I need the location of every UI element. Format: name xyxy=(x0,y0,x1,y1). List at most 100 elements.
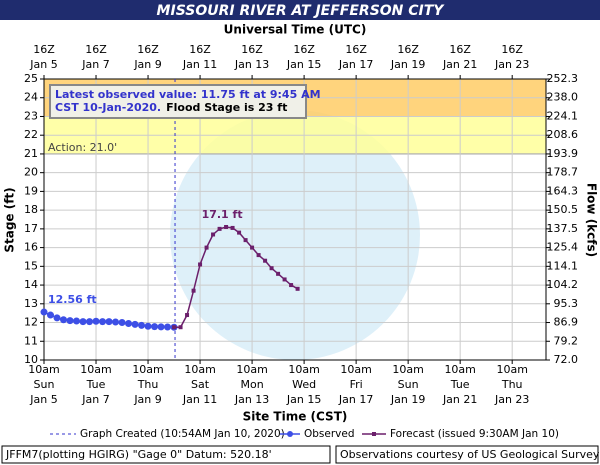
y-tick-label: 25 xyxy=(24,72,38,85)
x-tick-label: Thu xyxy=(501,378,523,391)
observed-point xyxy=(164,323,172,331)
legend-observed: Observed xyxy=(304,428,355,440)
observed-point xyxy=(144,322,152,330)
y-tick-label: 20 xyxy=(24,166,38,179)
top-x-tick-label: 16Z xyxy=(33,43,55,56)
forecast-point xyxy=(243,238,248,243)
y2-tick-label: 114.1 xyxy=(547,259,579,272)
x-tick-label: Sun xyxy=(398,378,419,391)
y2-tick-label: 79.2 xyxy=(554,334,579,347)
top-x-tick-label: Jan 21 xyxy=(442,58,477,71)
y-tick-label: 13 xyxy=(24,297,38,310)
x-tick-label: 10am xyxy=(184,363,215,376)
x-tick-label: 10am xyxy=(236,363,267,376)
y2-tick-label: 72.0 xyxy=(554,353,579,366)
x-tick-label: 10am xyxy=(340,363,371,376)
peak-label: 17.1 ft xyxy=(202,208,243,221)
observed-point xyxy=(157,323,165,331)
top-x-tick-label: Jan 17 xyxy=(338,58,373,71)
x-axis-label: Site Time (CST) xyxy=(243,410,348,424)
y2-tick-label: 178.7 xyxy=(547,166,579,179)
x-tick-label: Fri xyxy=(350,378,363,391)
chart-title: MISSOURI RIVER AT JEFFERSON CITY xyxy=(157,3,446,19)
top-x-tick-label: Jan 19 xyxy=(390,58,425,71)
x-tick-label: Jan 21 xyxy=(442,393,477,406)
forecast-point xyxy=(289,283,294,288)
y-tick-label: 14 xyxy=(24,278,38,291)
observed-point xyxy=(40,308,48,316)
x-tick-label: Jan 5 xyxy=(29,393,57,406)
observed-point xyxy=(118,319,126,327)
y-tick-label: 22 xyxy=(24,128,38,141)
y-tick-label: 21 xyxy=(24,147,38,160)
x-tick-label: 10am xyxy=(392,363,423,376)
y-tick-label: 19 xyxy=(24,184,38,197)
forecast-point xyxy=(263,258,268,263)
forecast-point xyxy=(276,271,281,276)
y-tick-label: 10 xyxy=(24,353,38,366)
x-tick-label: 10am xyxy=(444,363,475,376)
x-tick-label: 10am xyxy=(132,363,163,376)
x-tick-label: Tue xyxy=(450,378,470,391)
x-tick-label: Sat xyxy=(191,378,210,391)
footer-left: JFFM7(plotting HGIRG) "Gage 0" Datum: 52… xyxy=(5,448,272,461)
x-tick-label: Jan 15 xyxy=(286,393,321,406)
top-x-tick-label: Jan 5 xyxy=(29,58,57,71)
forecast-point xyxy=(230,225,235,230)
y2-tick-label: 137.5 xyxy=(547,222,579,235)
footer-right-box xyxy=(335,445,599,464)
x-tick-label: 10am xyxy=(28,363,59,376)
annotation-line3: Flood Stage is 23 ft xyxy=(166,101,287,114)
y2-tick-label: 104.2 xyxy=(547,278,579,291)
forecast-point xyxy=(191,288,196,293)
threshold-label: Action: 21.0' xyxy=(48,141,117,154)
forecast-point xyxy=(198,262,203,267)
annotation-line2: CST 10-Jan-2020. xyxy=(55,101,161,114)
x-tick-label: Mon xyxy=(240,378,263,391)
top-x-tick-label: 16Z xyxy=(137,43,159,56)
observed-point xyxy=(131,320,139,328)
x-tick-label: Jan 11 xyxy=(182,393,217,406)
forecast-point xyxy=(237,230,242,235)
y2-tick-label: 164.3 xyxy=(547,184,579,197)
x-tick-label: Jan 9 xyxy=(133,393,161,406)
x-tick-label: Jan 17 xyxy=(338,393,373,406)
y-tick-label: 23 xyxy=(24,109,38,122)
forecast-point xyxy=(211,232,216,237)
observed-point xyxy=(151,323,159,331)
top-x-tick-label: 16Z xyxy=(293,43,315,56)
forecast-point xyxy=(172,325,177,330)
peak-label: 12.56 ft xyxy=(48,293,97,306)
top-x-tick-label: Jan 7 xyxy=(81,58,109,71)
observed-point xyxy=(47,311,55,319)
x-tick-label: Tue xyxy=(86,378,106,391)
forecast-point xyxy=(295,286,300,291)
y-tick-label: 12 xyxy=(24,316,38,329)
top-x-tick-label: 16Z xyxy=(501,43,523,56)
title-bar xyxy=(0,0,600,20)
observed-point xyxy=(112,318,120,326)
forecast-point xyxy=(204,245,209,250)
top-x-tick-label: 16Z xyxy=(241,43,263,56)
top-x-tick-label: 16Z xyxy=(345,43,367,56)
top-x-tick-label: Jan 23 xyxy=(494,58,529,71)
observed-point xyxy=(66,317,74,325)
y-tick-label: 11 xyxy=(24,334,38,347)
y2-tick-label: 150.5 xyxy=(547,203,579,216)
forecast-point xyxy=(250,245,255,250)
observed-point xyxy=(125,319,133,327)
forecast-point xyxy=(178,325,183,330)
y-tick-label: 16 xyxy=(24,241,38,254)
observed-point xyxy=(99,318,107,326)
top-x-tick-label: 16Z xyxy=(85,43,107,56)
annotation-line1: Latest observed value: 11.75 ft at 9:45 … xyxy=(55,88,321,101)
y-tick-label: 24 xyxy=(24,91,38,104)
footer-left-box xyxy=(1,445,331,464)
legend-observed-marker xyxy=(287,431,293,437)
observed-point xyxy=(79,318,87,326)
x-tick-label: Sun xyxy=(34,378,55,391)
top-x-tick-label: 16Z xyxy=(397,43,419,56)
y-tick-label: 15 xyxy=(24,259,38,272)
forecast-point xyxy=(185,313,190,318)
